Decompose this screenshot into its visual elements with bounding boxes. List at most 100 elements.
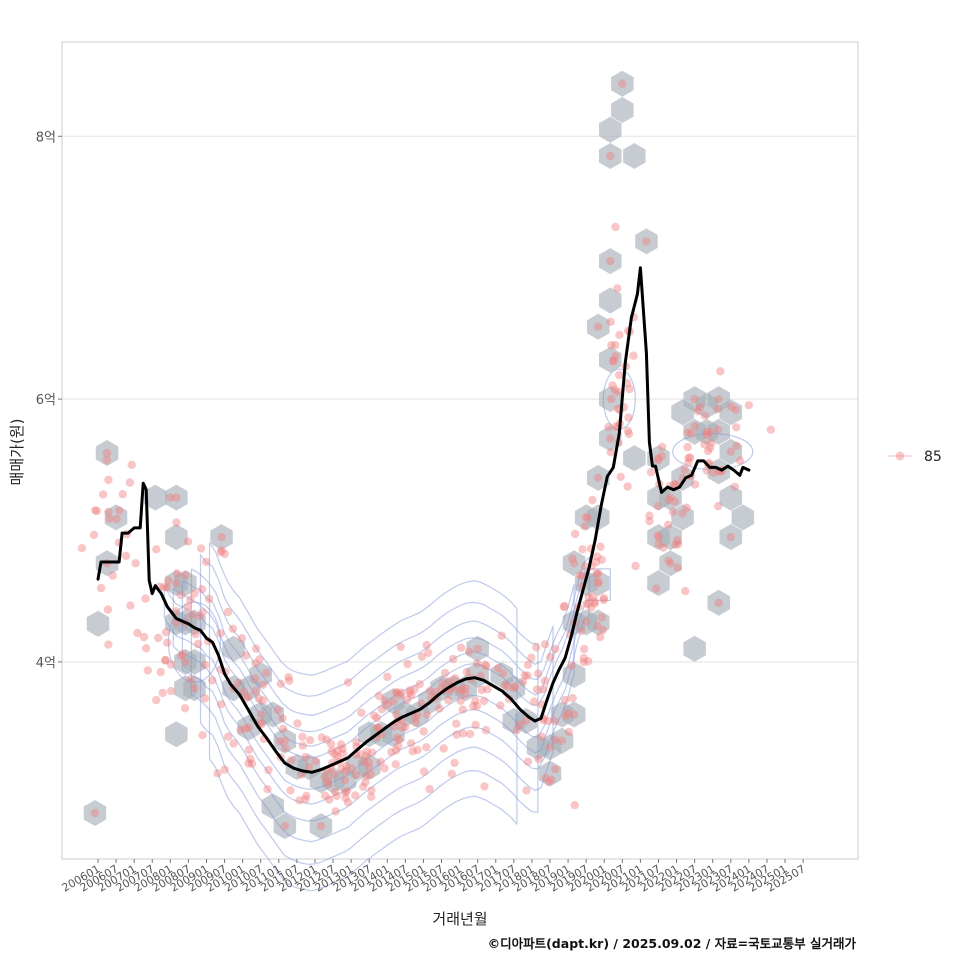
scatter-point [561,712,570,721]
scatter-point [161,655,170,665]
scatter-point [532,643,541,652]
hexbin-cell [587,313,610,340]
scatter-point [726,447,735,456]
scatter-point [551,765,560,774]
scatter-point [703,446,713,456]
scatter-point [425,686,435,695]
y-tick-label: 8억 [36,130,56,145]
scatter-point [608,381,617,390]
scatter-point [670,480,679,489]
scatter-point [592,569,601,579]
scatter-point [341,793,350,803]
scatter-point [411,718,420,727]
scatter-point [186,595,195,604]
scatter-point [625,384,634,394]
scatter-point [228,624,238,633]
scatter-point [564,727,574,737]
hexbin-cell [719,484,743,511]
scatter-point [176,590,186,600]
scatter-point [256,710,265,719]
scatter-point [472,701,482,711]
scatter-point [611,341,620,350]
scatter-point [172,493,181,502]
hexbin-cell [273,727,297,754]
scatter-point [200,694,209,703]
scatter-point [690,394,699,404]
scatter-point [304,762,314,772]
scatter-point [668,507,678,517]
scatter-point [570,801,579,810]
scatter-point [241,651,250,660]
scatter-point [298,732,307,741]
scatter-point [198,731,207,740]
scatter-point [397,688,406,697]
scatter-point [520,671,529,680]
hexbin-cell [707,458,730,485]
scatter-point [112,514,121,524]
legend-label: 85 [924,449,942,465]
scatter-point [324,779,333,789]
scatter-point [693,407,702,416]
scatter-point [389,697,398,706]
scatter-point [550,735,560,744]
scatter-point [102,455,112,465]
source-caption: ©디아파트(dapt.kr) / 2025.09.02 / 자료=국토교통부 실… [488,936,857,951]
hexbin-cell [165,524,188,551]
scatter-point [327,747,336,756]
scatter-point [286,786,295,795]
scatter-point [326,740,336,749]
scatter-point [707,438,716,448]
scatter-point [654,532,663,542]
scatter-point [653,531,663,540]
scatter-point [550,717,559,726]
scatter-point [424,648,433,657]
scatter-point [590,597,599,606]
hexbin-cell [599,143,622,169]
hexbin-cell [671,464,694,491]
scatter-point [356,750,365,759]
scatter-point [727,402,736,411]
scatter-point [670,497,679,506]
hexbin-cell [683,635,706,662]
scatter-point [646,468,656,477]
scatter-point [181,570,190,580]
hexbin-cell [104,504,128,531]
density-contour [181,580,575,822]
scatter-point [586,603,596,612]
y-axis-ticks: 4억 6억 8억 [36,130,62,671]
scatter-point [497,631,506,640]
scatter-point [422,640,431,650]
scatter-point [580,644,589,654]
scatter-point [607,341,616,350]
scatter-point [690,480,700,489]
scatter-point [642,237,651,246]
scatter-point [583,513,592,523]
density-contour [208,542,518,892]
scatter-point [90,808,100,818]
scatter-point [301,753,310,762]
scatter-point [251,644,261,653]
scatter-point [77,544,87,553]
scatter-point [567,661,576,670]
scatter-point [609,357,618,366]
scatter-point [244,759,253,768]
scatter-point [99,490,108,499]
hexbin-cell [707,589,730,616]
hexbin-cell [562,550,586,577]
scatter-point [726,532,735,542]
scatter-point [141,594,150,603]
scatter-point [102,448,112,458]
scatter-point [645,511,654,520]
scatter-point [593,569,603,578]
scatter-point [104,640,113,649]
y-axis-title: 매매가(원) [8,419,26,486]
scatter-point [342,761,351,771]
scatter-point [220,549,229,559]
scatter-point [141,644,151,653]
scatter-point [537,732,546,741]
scatter-point [180,704,190,713]
scatter-point [333,746,342,755]
scatter-point [700,440,709,449]
scatter-point [105,514,114,523]
scatter-point [684,453,693,463]
